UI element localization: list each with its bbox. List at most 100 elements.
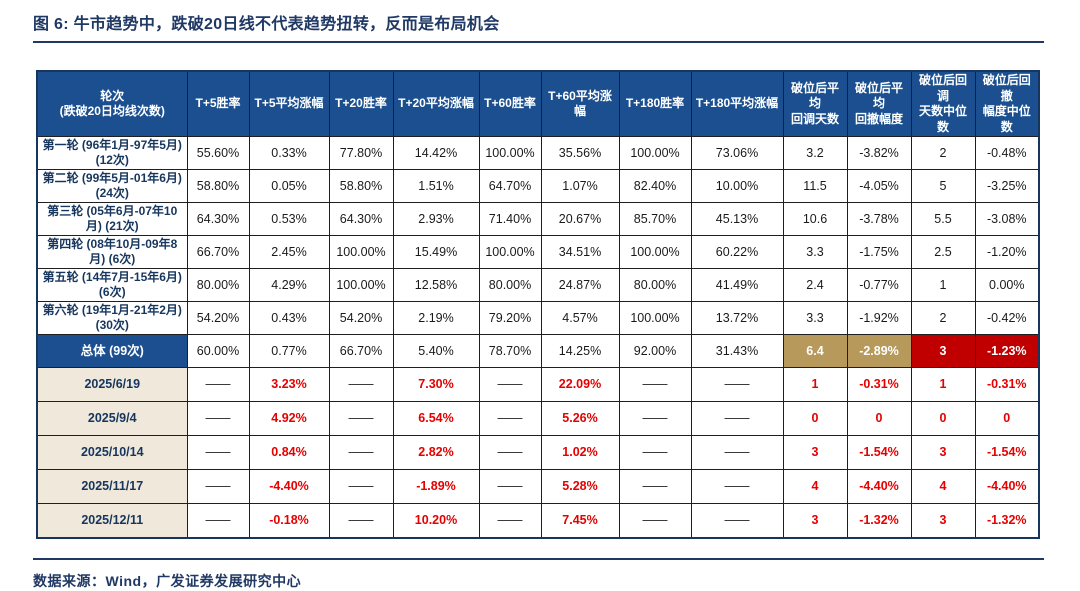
value-cell: -4.40% xyxy=(974,469,1040,505)
value-cell: -1.54% xyxy=(846,435,912,471)
table-row: 2025/6/19 —— 3.23% —— 7.30% —— 22.09% —— —— 1 -0.3… xyxy=(36,367,1040,403)
value-cell: 3 xyxy=(910,334,976,369)
value-cell: —— xyxy=(186,503,250,539)
column-header: T+180胜率 xyxy=(618,70,692,138)
value-cell: 100.00% xyxy=(478,235,542,270)
value-cell: -3.08% xyxy=(974,202,1040,237)
value-cell: 0 xyxy=(782,401,848,437)
value-cell: 82.40% xyxy=(618,169,692,204)
row-label: 2025/10/14 xyxy=(36,435,188,471)
value-cell: 3 xyxy=(782,435,848,471)
value-cell: -1.54% xyxy=(974,435,1040,471)
value-cell: 4 xyxy=(782,469,848,505)
value-cell: -3.78% xyxy=(846,202,912,237)
value-cell: 2 xyxy=(910,136,976,171)
value-cell: 13.72% xyxy=(690,301,784,336)
value-cell: 12.58% xyxy=(392,268,480,303)
value-cell: 3.23% xyxy=(248,367,330,403)
value-cell: -1.32% xyxy=(974,503,1040,539)
value-cell: 100.00% xyxy=(328,235,394,270)
value-cell: 3.3 xyxy=(782,301,848,336)
value-cell: -1.75% xyxy=(846,235,912,270)
table-row: 第一轮 (96年1月-97年5月) (12次) 55.60% 0.33% 77.80%… xyxy=(36,136,1040,171)
value-cell: 2.19% xyxy=(392,301,480,336)
value-cell: 5.28% xyxy=(540,469,620,505)
column-header: T+180平均涨幅 xyxy=(690,70,784,138)
value-cell: —— xyxy=(478,401,542,437)
table-row: 第四轮 (08年10月-09年8月) (6次) 66.70% 2.45% 100.00… xyxy=(36,235,1040,270)
value-cell: 4.92% xyxy=(248,401,330,437)
value-cell: 5.5 xyxy=(910,202,976,237)
value-cell: —— xyxy=(690,503,784,539)
value-cell: 10.20% xyxy=(392,503,480,539)
value-cell: -3.25% xyxy=(974,169,1040,204)
value-cell: 64.30% xyxy=(328,202,394,237)
value-cell: 14.42% xyxy=(392,136,480,171)
value-cell: 100.00% xyxy=(618,235,692,270)
value-cell: -1.92% xyxy=(846,301,912,336)
value-cell: 100.00% xyxy=(618,136,692,171)
value-cell: —— xyxy=(186,469,250,505)
value-cell: -0.31% xyxy=(846,367,912,403)
value-cell: -4.40% xyxy=(846,469,912,505)
value-cell: 11.5 xyxy=(782,169,848,204)
value-cell: —— xyxy=(618,469,692,505)
value-cell: 3 xyxy=(782,503,848,539)
value-cell: 0.05% xyxy=(248,169,330,204)
value-cell: 64.30% xyxy=(186,202,250,237)
value-cell: —— xyxy=(690,401,784,437)
header-row: 轮次 (跌破20日均线次数) T+5胜率 T+5平均涨幅 T+20胜率 T+20平均涨幅… xyxy=(36,70,1040,138)
column-header: T+20平均涨幅 xyxy=(392,70,480,138)
value-cell: —— xyxy=(328,469,394,505)
value-cell: —— xyxy=(186,435,250,471)
row-label: 2025/9/4 xyxy=(36,401,188,437)
value-cell: 100.00% xyxy=(478,136,542,171)
value-cell: 100.00% xyxy=(328,268,394,303)
value-cell: 6.4 xyxy=(782,334,848,369)
column-header: 破位后平均 回调天数 xyxy=(782,70,848,138)
value-cell: 6.54% xyxy=(392,401,480,437)
value-cell: —— xyxy=(328,401,394,437)
value-cell: 80.00% xyxy=(618,268,692,303)
value-cell: 71.40% xyxy=(478,202,542,237)
table-row: 2025/12/11 —— -0.18% —— 10.20% —— 7.45% —— —— 3 -1… xyxy=(36,503,1040,539)
value-cell: -4.40% xyxy=(248,469,330,505)
table-row: 第六轮 (19年1月-21年2月) (30次) 54.20% 0.43% 54.20%… xyxy=(36,301,1040,336)
value-cell: 0 xyxy=(846,401,912,437)
value-cell: 4.29% xyxy=(248,268,330,303)
value-cell: —— xyxy=(618,435,692,471)
table-row: 2025/10/14 —— 0.84% —— 2.82% —— 1.02% —— —— 3 -1.5… xyxy=(36,435,1040,471)
column-header: 破位后回撤 幅度中位数 xyxy=(974,70,1040,138)
row-label: 第五轮 (14年7月-15年6月) (6次) xyxy=(36,268,188,303)
value-cell: 1 xyxy=(910,367,976,403)
value-cell: 2.82% xyxy=(392,435,480,471)
value-cell: 10.00% xyxy=(690,169,784,204)
title-divider xyxy=(33,41,1044,43)
row-label: 第二轮 (99年5月-01年6月) (24次) xyxy=(36,169,188,204)
row-label: 总体 (99次) xyxy=(36,334,188,369)
value-cell: 54.20% xyxy=(186,301,250,336)
value-cell: -1.23% xyxy=(974,334,1040,369)
value-cell: 2 xyxy=(910,301,976,336)
value-cell: 1.07% xyxy=(540,169,620,204)
value-cell: 58.80% xyxy=(328,169,394,204)
value-cell: 24.87% xyxy=(540,268,620,303)
value-cell: 0.33% xyxy=(248,136,330,171)
value-cell: —— xyxy=(328,367,394,403)
value-cell: 4.57% xyxy=(540,301,620,336)
value-cell: 54.20% xyxy=(328,301,394,336)
value-cell: 22.09% xyxy=(540,367,620,403)
value-cell: 0 xyxy=(974,401,1040,437)
data-table: 轮次 (跌破20日均线次数) T+5胜率 T+5平均涨幅 T+20胜率 T+20平均涨幅… xyxy=(36,70,1040,539)
column-header: 破位后平均 回撤幅度 xyxy=(846,70,912,138)
value-cell: 73.06% xyxy=(690,136,784,171)
column-header: 轮次 (跌破20日均线次数) xyxy=(36,70,188,138)
value-cell: 60.00% xyxy=(186,334,250,369)
column-header: T+5胜率 xyxy=(186,70,250,138)
column-header: T+60胜率 xyxy=(478,70,542,138)
table-row: 总体 (99次) 60.00% 0.77% 66.70% 5.40% 78.70% 14.2… xyxy=(36,334,1040,369)
value-cell: 34.51% xyxy=(540,235,620,270)
value-cell: 0.84% xyxy=(248,435,330,471)
value-cell: 3 xyxy=(910,503,976,539)
value-cell: 64.70% xyxy=(478,169,542,204)
